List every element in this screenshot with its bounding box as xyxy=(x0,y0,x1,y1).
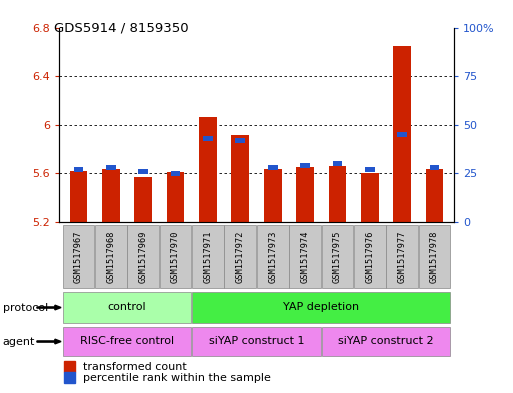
Bar xyxy=(322,327,450,356)
Text: agent: agent xyxy=(3,336,35,347)
Bar xyxy=(225,225,256,288)
Text: GSM1517967: GSM1517967 xyxy=(74,230,83,283)
Text: GSM1517971: GSM1517971 xyxy=(204,230,212,283)
Bar xyxy=(171,171,181,176)
Text: GSM1517976: GSM1517976 xyxy=(365,230,374,283)
Bar xyxy=(199,118,217,222)
Bar xyxy=(257,225,288,288)
Text: GSM1517973: GSM1517973 xyxy=(268,230,277,283)
Bar xyxy=(192,225,224,288)
Bar xyxy=(365,167,374,172)
Text: GSM1517975: GSM1517975 xyxy=(333,230,342,283)
Bar xyxy=(231,134,249,222)
Bar xyxy=(192,292,450,323)
Bar xyxy=(397,132,407,137)
Bar xyxy=(296,167,314,222)
Bar xyxy=(106,165,116,170)
Bar xyxy=(95,225,127,288)
Bar xyxy=(426,169,443,222)
Bar xyxy=(386,225,418,288)
Bar xyxy=(430,165,440,170)
Bar xyxy=(332,161,342,166)
Bar xyxy=(160,225,191,288)
Bar xyxy=(167,172,185,222)
Text: YAP depletion: YAP depletion xyxy=(283,302,359,312)
Text: GSM1517977: GSM1517977 xyxy=(398,230,407,283)
Bar xyxy=(134,177,152,222)
Text: GSM1517974: GSM1517974 xyxy=(301,230,309,283)
Bar xyxy=(63,292,191,323)
Bar xyxy=(63,225,94,288)
Bar xyxy=(268,165,278,170)
Text: GSM1517970: GSM1517970 xyxy=(171,230,180,283)
Bar xyxy=(73,167,83,172)
Text: protocol: protocol xyxy=(3,303,48,312)
Bar xyxy=(264,169,282,222)
Text: transformed count: transformed count xyxy=(83,362,187,371)
Text: RISC-free control: RISC-free control xyxy=(80,336,174,346)
Text: GSM1517969: GSM1517969 xyxy=(139,230,148,283)
Bar xyxy=(102,169,120,222)
Bar xyxy=(63,327,191,356)
Bar xyxy=(127,225,159,288)
Bar xyxy=(70,171,87,222)
Bar xyxy=(235,138,245,143)
Bar xyxy=(354,225,386,288)
Bar xyxy=(289,225,321,288)
Bar xyxy=(361,173,379,222)
Text: siYAP construct 1: siYAP construct 1 xyxy=(209,336,304,346)
Bar xyxy=(300,163,310,168)
Bar xyxy=(192,327,321,356)
Text: siYAP construct 2: siYAP construct 2 xyxy=(338,336,434,346)
Text: percentile rank within the sample: percentile rank within the sample xyxy=(83,373,271,382)
Text: control: control xyxy=(108,302,146,312)
Text: GSM1517968: GSM1517968 xyxy=(106,230,115,283)
Text: GDS5914 / 8159350: GDS5914 / 8159350 xyxy=(54,22,188,35)
Bar xyxy=(328,166,346,222)
Bar xyxy=(322,225,353,288)
Bar xyxy=(419,225,450,288)
Text: GSM1517978: GSM1517978 xyxy=(430,230,439,283)
Bar xyxy=(393,46,411,222)
Text: GSM1517972: GSM1517972 xyxy=(236,230,245,283)
Bar xyxy=(203,136,213,141)
Bar xyxy=(139,169,148,174)
